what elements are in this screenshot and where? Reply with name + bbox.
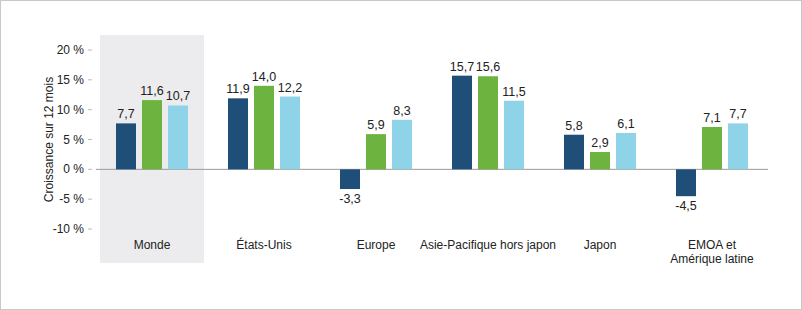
y-tick-label: -5 % bbox=[59, 192, 84, 206]
bar bbox=[142, 100, 162, 169]
bar bbox=[228, 98, 248, 169]
y-tick-label: 15 % bbox=[57, 73, 85, 87]
data-label: -4,5 bbox=[675, 199, 697, 213]
data-label: 10,7 bbox=[166, 89, 190, 103]
category-label-line: Amérique latine bbox=[670, 252, 754, 266]
bar bbox=[676, 169, 696, 196]
data-label: 11,6 bbox=[140, 84, 163, 98]
frame bbox=[1, 1, 802, 310]
bar bbox=[168, 105, 188, 169]
bars bbox=[116, 76, 748, 197]
category-label: Monde bbox=[134, 238, 171, 252]
category-label: Asie-Pacifique hors japon bbox=[420, 238, 556, 252]
category-label: États-Unis bbox=[236, 237, 291, 252]
category-label: Japon bbox=[584, 238, 617, 252]
data-label: 7,1 bbox=[703, 111, 720, 125]
data-label: 11,9 bbox=[226, 82, 249, 96]
data-label: 15,7 bbox=[450, 60, 474, 74]
data-label: 7,7 bbox=[729, 107, 746, 121]
bar bbox=[728, 123, 748, 169]
y-axis-label: Croissance sur 12 mois bbox=[42, 77, 56, 202]
y-tick bbox=[88, 169, 92, 170]
y-tick-label: 5 % bbox=[63, 133, 84, 147]
data-label: 6,1 bbox=[617, 117, 634, 131]
data-label: 5,9 bbox=[367, 118, 384, 132]
highlight bbox=[100, 35, 204, 263]
bar bbox=[504, 101, 524, 170]
bar bbox=[564, 135, 584, 170]
data-label: 7,7 bbox=[117, 107, 134, 121]
bar bbox=[280, 97, 300, 170]
y-tick-label: 0 % bbox=[63, 162, 84, 176]
chart: -10 % -5 % 0 % 5 % 10 % 15 % 20 % Croissance su… bbox=[0, 0, 802, 310]
bar bbox=[452, 76, 472, 170]
y-tick bbox=[88, 50, 92, 51]
data-label: 12,2 bbox=[278, 81, 302, 95]
bar bbox=[254, 86, 274, 170]
bar bbox=[616, 133, 636, 169]
data-label: 8,3 bbox=[393, 104, 410, 118]
data-label: 2,9 bbox=[591, 136, 608, 150]
y-tick bbox=[88, 79, 92, 80]
data-label: 15,6 bbox=[476, 60, 500, 74]
y-tick bbox=[88, 199, 92, 200]
bar bbox=[116, 123, 136, 169]
bar bbox=[392, 120, 412, 170]
y-tick-label: -10 % bbox=[53, 222, 85, 236]
y-tick bbox=[88, 139, 92, 140]
zero-line bbox=[96, 169, 768, 170]
category-label: EMOA etAmérique latine bbox=[670, 238, 754, 266]
data-label: 11,5 bbox=[502, 85, 525, 99]
y-tick bbox=[88, 109, 92, 110]
data-label: -3,3 bbox=[339, 192, 361, 206]
y-tick bbox=[88, 229, 92, 230]
bar bbox=[702, 127, 722, 169]
bar bbox=[340, 169, 360, 189]
y-tick-label: 10 % bbox=[57, 103, 85, 117]
category-label-line: EMOA et bbox=[688, 238, 737, 252]
category-label: Europe bbox=[357, 238, 396, 252]
y-tick-label: 20 % bbox=[57, 43, 85, 57]
bar bbox=[590, 152, 610, 169]
bar bbox=[366, 134, 386, 169]
data-label: 14,0 bbox=[252, 70, 276, 84]
data-label: 5,8 bbox=[565, 119, 582, 133]
bar bbox=[478, 76, 498, 169]
